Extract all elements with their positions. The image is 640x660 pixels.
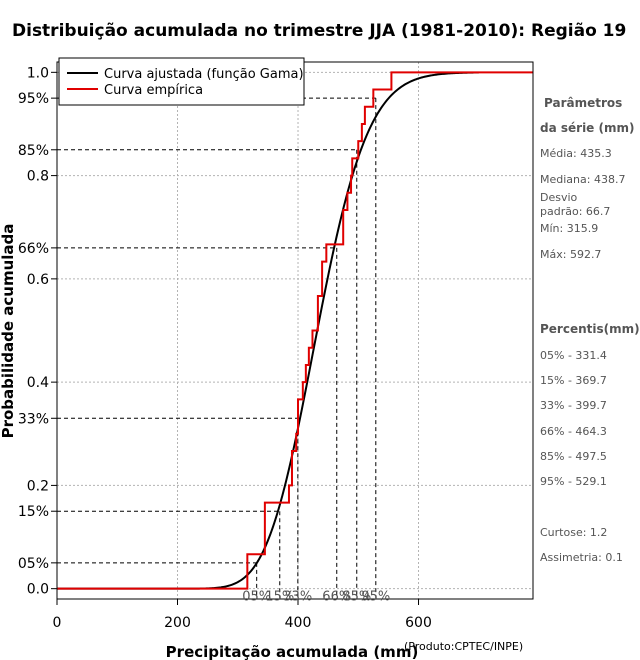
plot-frame [56,61,534,600]
y-tick-label: 66% [18,241,49,257]
percentile-guides [57,97,377,599]
stat-max: Máx: 592.7 [540,248,601,261]
percentile-row-95: 95% - 529.1 [540,475,607,488]
grid-lines [56,62,533,599]
stat-sd-line2: padrão: 66.7 [540,205,610,218]
y-tick-label: 15% [18,504,49,520]
y-axis: 0.0 05% 15% 0.2 33% 0.4 0.6 66% 0.8 85% 95% 1.0 [18,65,57,598]
chart-title: Distribuição acumulada no trimestre JJA … [12,21,626,41]
x-tick-label: 0 [53,615,62,631]
percentile-row-33: 33% - 399.7 [540,399,607,412]
percentile-x-labels: 05%15%33% 66%85%95% [242,590,390,605]
percentile-row-05: 05% - 331.4 [540,349,607,362]
y-tick-label: 0.2 [27,478,49,494]
stat-sd-line1: Desvio [540,191,578,204]
x-tick-label: 200 [164,615,191,631]
percentile-row-85: 85% - 497.5 [540,450,607,463]
y-tick-label: 0.0 [27,582,49,598]
stats-panel: Parâmetros da série (mm) Média: 435.3 Me… [540,96,640,564]
x-tick-label: 400 [285,615,312,631]
legend-box [58,57,305,106]
x-axis-title: Precipitação acumulada (mm) [166,643,419,660]
y-tick-label: 85% [18,143,49,159]
legend: Curva ajustada (função Gama) Curva empír… [58,57,305,106]
x-axis: 0 200 400 600 [53,599,432,631]
empirical-step-curve [57,71,533,590]
y-tick-label: 33% [18,411,49,427]
y-tick-label: 05% [18,556,49,572]
percentile-x-label: 15% [265,590,294,605]
y-axis-title: Probabilidade acumulada [0,224,17,439]
y-tick-label: 1.0 [27,65,49,81]
percentile-x-label: 95% [361,590,390,605]
params-title-line2: da série (mm) [540,121,634,135]
y-tick-label: 0.6 [27,272,49,288]
stat-median: Mediana: 438.7 [540,173,625,186]
y-tick-label: 0.8 [27,169,49,185]
percentiles-title: Percentis(mm) [540,322,640,336]
stat-kurtosis: Curtose: 1.2 [540,526,607,539]
percentile-x-label: 85% [342,590,371,605]
stat-mean: Média: 435.3 [540,147,612,160]
curves [57,71,533,590]
x-tick-label: 600 [405,615,432,631]
legend-label-fitted: Curva ajustada (função Gama) [104,67,304,82]
y-tick-label: 95% [18,91,49,107]
percentile-x-label: 66% [322,590,351,605]
percentile-row-15: 15% - 369.7 [540,374,607,387]
stat-min: Mín: 315.9 [540,222,598,235]
params-title-line1: Parâmetros [544,96,622,110]
y-tick-label: 0.4 [27,375,49,391]
credit-text: (Produto:CPTEC/INPE) [404,640,523,653]
percentile-x-label: 05% [242,590,271,605]
legend-label-empirical: Curva empírica [104,83,203,98]
percentile-row-66: 66% - 464.3 [540,425,607,438]
stat-skewness: Assimetria: 0.1 [540,551,623,564]
percentile-x-label: 33% [283,590,312,605]
